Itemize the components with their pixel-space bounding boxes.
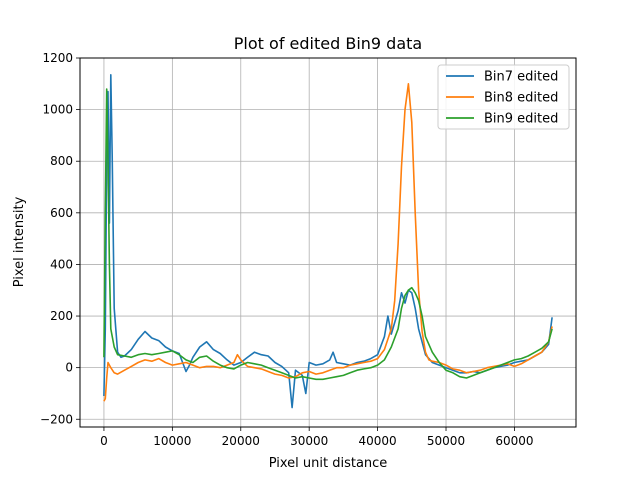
x-tick-label: 0 [100,434,108,448]
x-tick-label: 60000 [495,434,533,448]
y-tick-label: 800 [50,154,73,168]
legend-box [437,64,570,130]
y-tick-label: −200 [40,412,73,426]
x-tick-label: 20000 [222,434,260,448]
y-axis-label: Pixel intensity [12,196,27,287]
chart-title: Plot of edited Bin9 data [234,34,422,53]
legend-label: Bin9 edited [484,112,558,127]
y-tick-label: 200 [50,309,73,323]
y-tick-label: 400 [50,257,73,271]
y-tick-label: 600 [50,206,73,220]
y-tick-label: 0 [65,361,73,375]
series-line-bin8-edited [103,83,553,402]
legend-label: Bin8 edited [484,91,558,106]
x-axis-label: Pixel unit distance [269,456,388,471]
y-axis: −200 0 200 400 600 800 1000 1200 [40,51,80,426]
y-tick-label: 1200 [42,51,73,65]
series-line-bin9-edited [103,88,553,381]
x-axis: 0 10000 20000 30000 40000 50000 60000 [100,427,534,448]
x-tick-label: 50000 [427,434,465,448]
legend-label: Bin7 edited [484,70,558,85]
series-layer [103,74,553,409]
x-tick-label: 10000 [153,434,191,448]
series-line-bin7-edited [103,74,553,409]
y-tick-label: 1000 [42,103,73,117]
x-tick-label: 30000 [290,434,328,448]
legend: Bin7 edited Bin8 edited Bin9 edited [437,64,570,130]
x-tick-label: 40000 [359,434,397,448]
plot-frame [79,57,577,428]
